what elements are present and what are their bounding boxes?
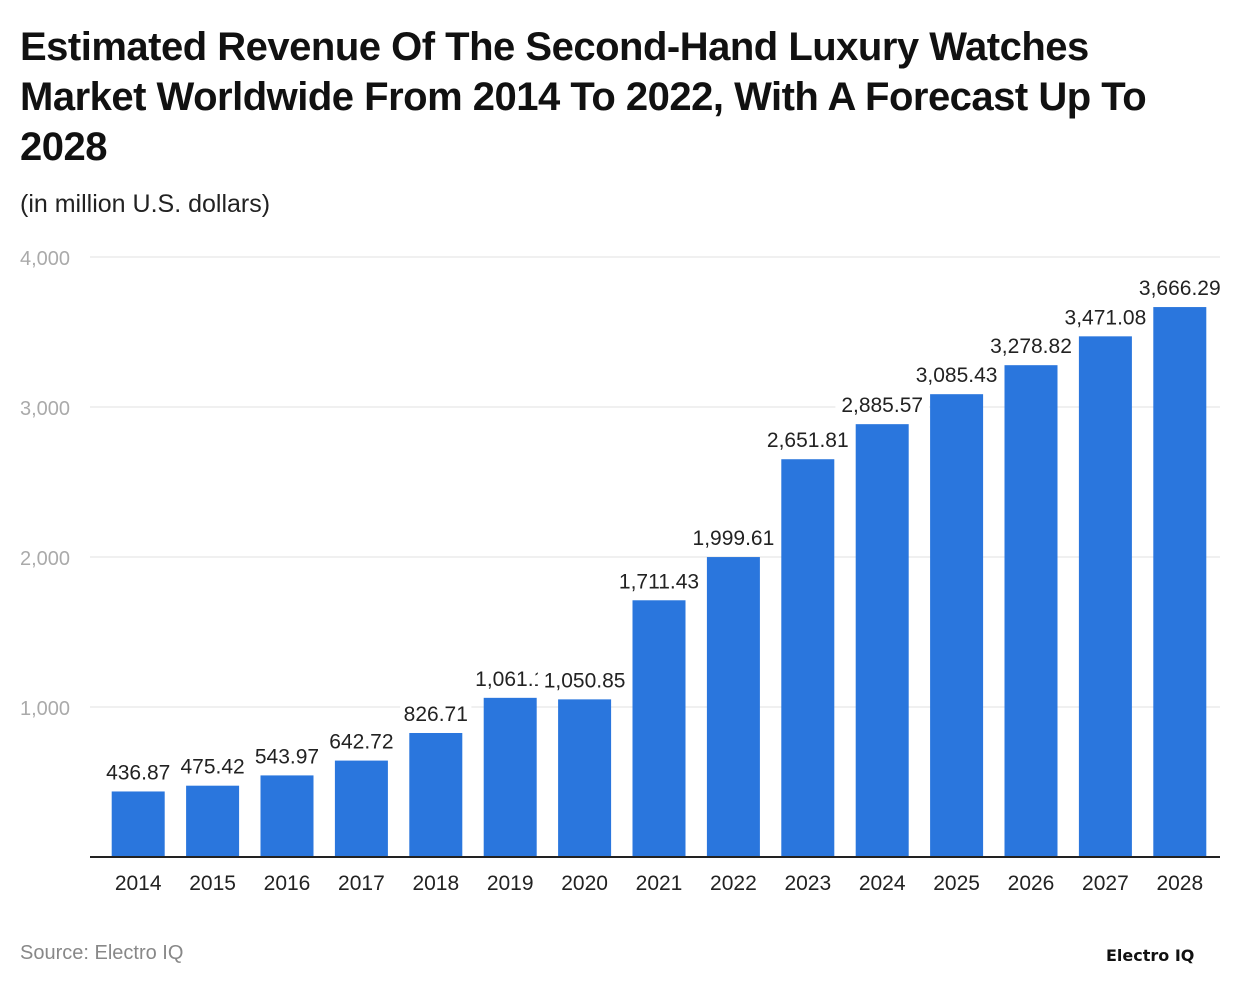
data-label: 2,651.81 (767, 429, 849, 452)
data-label: 2,885.57 (841, 394, 923, 417)
data-label-bg (400, 700, 472, 727)
bar-2023 (781, 459, 835, 857)
data-label: 543.97 (255, 745, 319, 768)
x-tick-label: 2019 (487, 872, 534, 895)
bar-2025 (930, 394, 984, 857)
brand-logo: Electro IQ (1106, 946, 1195, 965)
x-tick-label: 2026 (1008, 872, 1055, 895)
data-label-bg (1058, 304, 1153, 331)
data-label: 3,471.08 (1065, 306, 1147, 329)
x-tick-label: 2028 (1156, 872, 1203, 895)
data-label-bg (761, 427, 855, 454)
bar-2019 (483, 697, 537, 857)
y-tick-label: 1,000 (20, 698, 70, 720)
data-label: 3,278.82 (990, 335, 1072, 358)
y-tick-label: 2,000 (20, 548, 70, 570)
source-note: Source: Electro IQ (20, 942, 184, 964)
data-label-bg (537, 667, 632, 694)
bar-2022 (706, 557, 760, 857)
x-tick-label: 2020 (561, 872, 608, 895)
data-label-bg (469, 665, 552, 692)
data-label: 1,711.43 (619, 570, 699, 593)
x-tick-label: 2017 (338, 872, 385, 895)
chart-title: Estimated Revenue Of The Second-Hand Lux… (20, 25, 1147, 169)
data-label-bg (612, 568, 706, 595)
data-label-bg (984, 333, 1078, 360)
data-label-bg (251, 743, 323, 770)
y-tick-label: 4,000 (20, 248, 70, 270)
data-label: 642.72 (329, 731, 393, 754)
data-label: 1,050.85 (544, 669, 626, 692)
bar-2018 (409, 732, 463, 857)
bar-2028 (1153, 307, 1207, 857)
y-tick-label: 3,000 (20, 398, 70, 420)
data-label-bg (1133, 275, 1227, 302)
x-tick-label: 2018 (412, 872, 459, 895)
x-tick-label: 2027 (1082, 872, 1129, 895)
x-tick-label: 2016 (264, 872, 311, 895)
chart-subtitle: (in million U.S. dollars) (20, 190, 271, 218)
data-label-bg (835, 392, 929, 419)
data-label: 475.42 (180, 756, 244, 779)
x-tick-label: 2024 (859, 872, 906, 895)
x-tick-label: 2025 (933, 872, 980, 895)
data-label-bg (325, 728, 397, 755)
data-label: 3,085.43 (916, 364, 998, 387)
data-label: 1,999.61 (693, 527, 775, 550)
data-label: 1,061.1 (475, 668, 545, 691)
data-label-bg (177, 753, 249, 780)
bar-2015 (186, 785, 240, 857)
bar-2016 (260, 775, 314, 857)
bar-2021 (632, 600, 686, 857)
data-label: 3,666.29 (1139, 277, 1221, 300)
data-label-bg (909, 362, 1004, 389)
x-tick-label: 2022 (710, 872, 757, 895)
bar-2014 (111, 791, 165, 857)
x-tick-label: 2015 (189, 872, 236, 895)
x-tick-label: 2021 (636, 872, 683, 895)
bar-2027 (1078, 336, 1132, 857)
data-label-bg (102, 759, 174, 786)
x-tick-label: 2023 (784, 872, 831, 895)
data-label: 826.71 (404, 703, 468, 726)
data-label-bg (686, 525, 781, 552)
data-label: 436.87 (106, 761, 170, 784)
bar-2017 (334, 760, 388, 857)
x-tick-label: 2014 (115, 872, 162, 895)
bar-2020 (558, 699, 612, 857)
bar-2024 (855, 424, 909, 857)
bar-2026 (1004, 365, 1058, 857)
